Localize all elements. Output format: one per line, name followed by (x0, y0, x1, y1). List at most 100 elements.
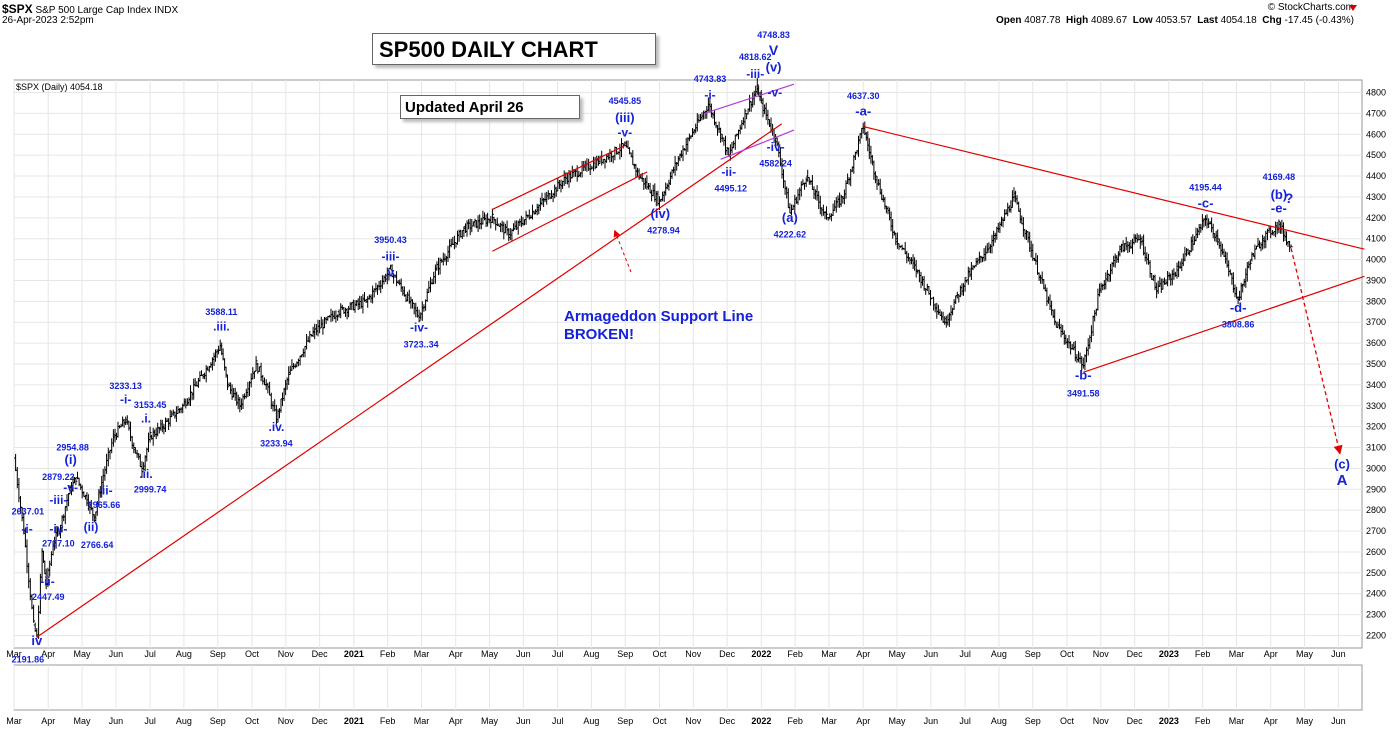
wave-label: .ii. (139, 467, 152, 481)
last-value: 4054.18 (1220, 15, 1257, 26)
x-tick-label: Jul (552, 649, 564, 659)
x-tick-label-lower: Dec (719, 716, 736, 726)
x-tick-label-lower: May (1296, 716, 1314, 726)
index-name: S&P 500 Large Cap Index (35, 5, 152, 16)
x-tick-label-lower: May (481, 716, 499, 726)
wave-label: (i) (65, 452, 77, 467)
high-value: 4089.67 (1091, 15, 1128, 26)
exchange: INDX (154, 5, 179, 16)
wave-label: -ii- (40, 574, 55, 588)
x-tick-label-lower: Jun (924, 716, 939, 726)
x-tick-label: Sep (1025, 649, 1041, 659)
wave-label: .v. (384, 265, 396, 279)
ohlc-bar (490, 208, 494, 223)
wave-label: A (1337, 472, 1348, 489)
x-tick-label: Mar (821, 649, 837, 659)
x-tick-label: Jul (959, 649, 971, 659)
ohlc-bar (226, 374, 229, 390)
wave-label: 4818.62 (739, 52, 772, 62)
y-tick-label: 4500 (1366, 150, 1386, 160)
x-tick-label: 2021 (344, 649, 364, 659)
x-tick-label: May (481, 649, 499, 659)
projection-arrow (1290, 248, 1343, 455)
y-tick-label: 4800 (1366, 88, 1386, 98)
chart-datetime: 26-Apr-2023 2:52pm (2, 15, 94, 26)
x-tick-label: Oct (1060, 649, 1075, 659)
wave-label: 3233.13 (109, 381, 142, 391)
wave-label: 2766.64 (81, 540, 114, 550)
x-tick-label: Aug (991, 649, 1007, 659)
y-tick-label: 4200 (1366, 213, 1386, 223)
x-tick-label-lower: Oct (245, 716, 260, 726)
low-label: Low (1132, 15, 1153, 26)
note-line-2: BROKEN! (564, 326, 634, 343)
y-tick-label: 2700 (1366, 526, 1386, 536)
wave-label: iv (31, 633, 43, 648)
x-tick-label: Dec (1127, 649, 1144, 659)
x-tick-label: Aug (176, 649, 192, 659)
wave-label: 3808.86 (1222, 319, 1255, 329)
change-value: -17.45 (-0.43%) (1284, 15, 1354, 26)
upper-channel-line (492, 145, 626, 211)
x-tick-label: Oct (245, 649, 260, 659)
last-label: Last (1197, 15, 1218, 26)
source-credit[interactable]: © StockCharts.com (1267, 2, 1354, 13)
chart-header-left: $SPX S&P 500 Large Cap Index INDX (2, 2, 178, 16)
wave-label: 2637.01 (12, 506, 45, 516)
top-channel-lower-line (720, 129, 795, 160)
x-tick-label-lower: Nov (278, 716, 295, 726)
ohlc-bar (1277, 219, 1281, 233)
x-tick-label: Jun (1331, 649, 1346, 659)
wave-label: .iv. (269, 420, 285, 434)
x-tick-label: Oct (652, 649, 667, 659)
wave-label: 3950.43 (374, 235, 407, 245)
x-tick-label-lower: Jun (109, 716, 124, 726)
wave-label: 4278.94 (647, 225, 680, 235)
wave-label: (c) (1334, 456, 1350, 471)
wedge-upper-line (863, 125, 1365, 250)
x-tick-label-lower: Apr (449, 716, 463, 726)
wedge-lower-line (1083, 275, 1365, 373)
wave-label: -iv- (49, 522, 67, 536)
x-tick-label-lower: Jul (144, 716, 156, 726)
wave-label: -c- (1198, 195, 1214, 210)
x-tick-label-lower: Feb (1195, 716, 1211, 726)
x-tick-label: Jun (516, 649, 531, 659)
x-tick-label: Aug (583, 649, 599, 659)
x-tick-label: 2022 (751, 649, 771, 659)
y-tick-label: 3500 (1366, 359, 1386, 369)
x-tick-label: Mar (6, 649, 22, 659)
wave-label: -iv- (767, 140, 785, 154)
wave-label: 3588.11 (205, 307, 237, 317)
wave-label: (iv) (651, 206, 671, 221)
x-tick-label-lower: Jun (1331, 716, 1346, 726)
wave-label: -ii- (721, 165, 736, 179)
wave-label: 4169.48 (1263, 172, 1296, 182)
x-tick-label: Apr (449, 649, 463, 659)
armageddon-support-line (36, 123, 783, 638)
series-legend: $SPX (Daily) 4054.18 (16, 82, 103, 92)
updated-date-box: Updated April 26 (400, 95, 580, 119)
x-tick-label: May (889, 649, 907, 659)
x-tick-label-lower: Mar (414, 716, 430, 726)
wave-label: -v- (767, 86, 782, 100)
wave-label: 4748.83 (757, 30, 790, 40)
x-tick-label: Sep (210, 649, 226, 659)
ohlc-bar (148, 426, 152, 443)
x-tick-label: Apr (1264, 649, 1278, 659)
x-tick-label-lower: Sep (1025, 716, 1041, 726)
note-line-1: Armageddon Support Line (564, 308, 754, 325)
wave-label: -i- (120, 393, 131, 407)
y-tick-label: 3800 (1366, 296, 1386, 306)
wave-label: -v- (618, 125, 633, 139)
x-tick-label-lower: Sep (617, 716, 633, 726)
y-tick-label: 4400 (1366, 171, 1386, 181)
wave-label: -v- (63, 480, 78, 494)
x-tick-label-lower: Mar (1229, 716, 1245, 726)
wave-label: 2954.88 (56, 443, 89, 453)
x-tick-label: Dec (312, 649, 329, 659)
wave-label: 3723..34 (404, 339, 439, 349)
wave-label: -i- (704, 88, 715, 102)
wave-label: ? (1285, 190, 1294, 206)
ohlc-bar (254, 356, 258, 372)
